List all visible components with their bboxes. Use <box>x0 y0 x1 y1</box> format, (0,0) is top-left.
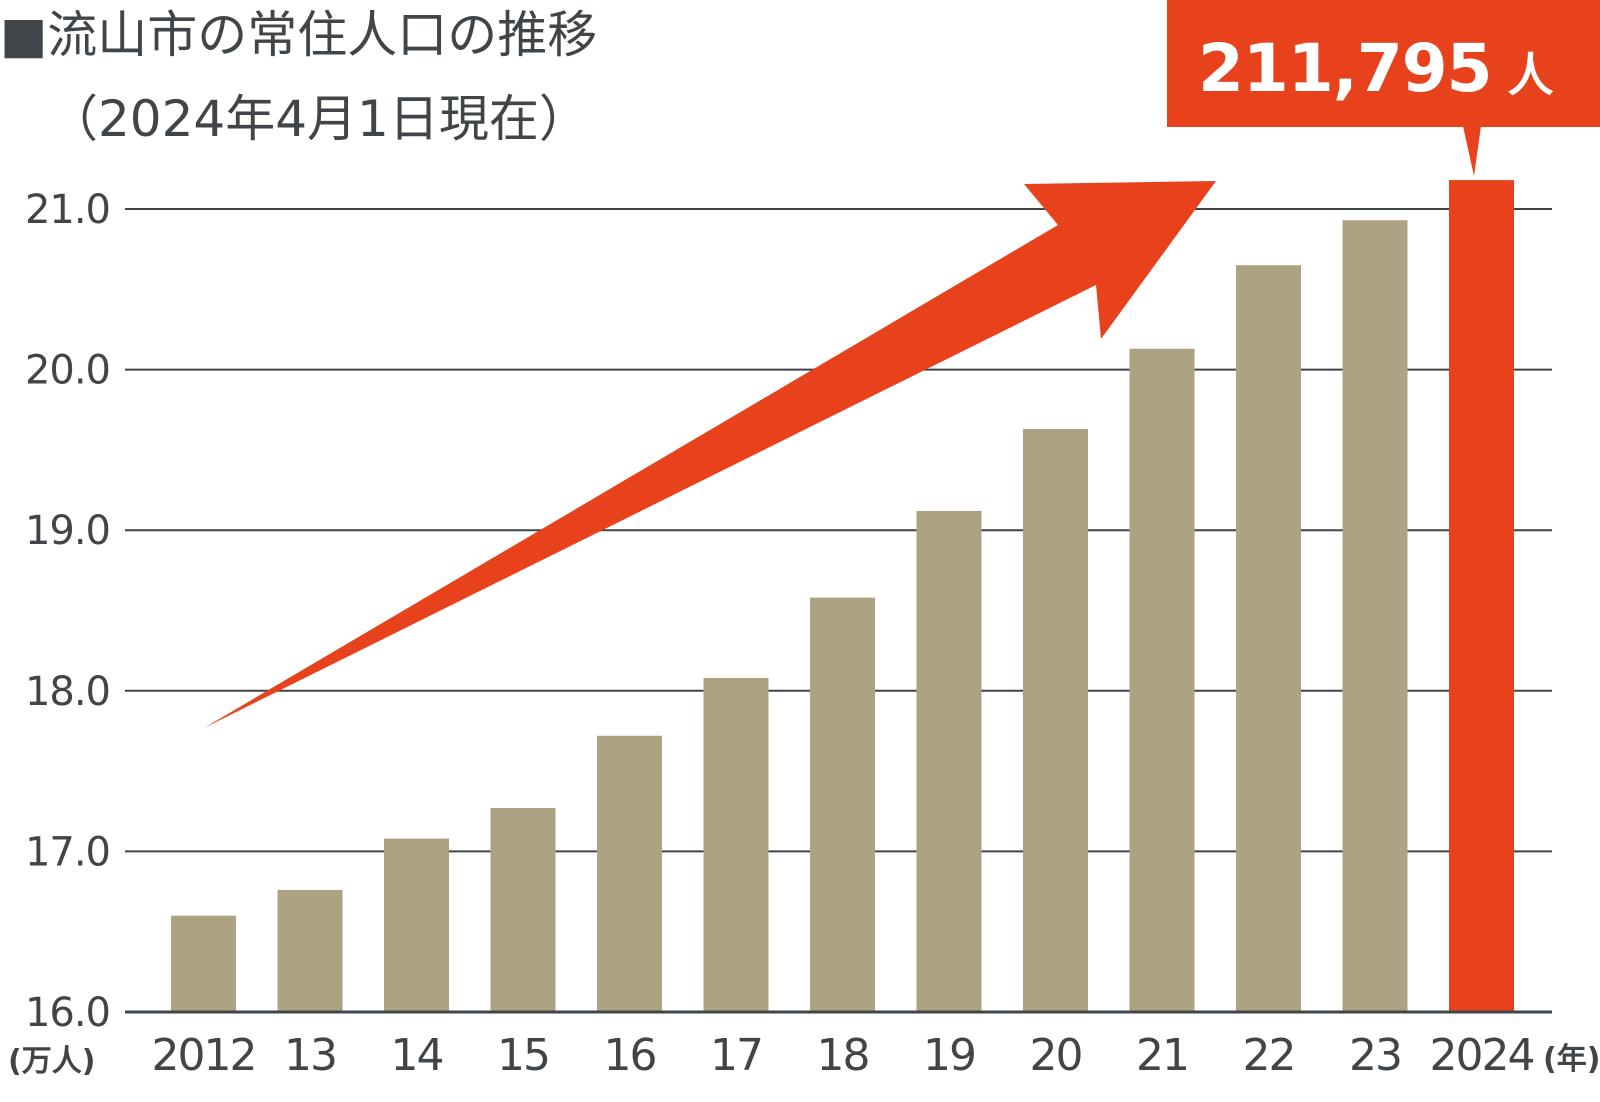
bar <box>1129 348 1195 1012</box>
bars <box>171 180 1514 1013</box>
bar <box>490 808 556 1012</box>
x-tick-label: 15 <box>497 1030 549 1081</box>
x-axis-ticks: 2012 13 14 15 16 17 18 19 20 21 22 23 2024 <box>152 1030 1536 1081</box>
x-tick-label: 2024 <box>1430 1030 1534 1081</box>
callout-value: 211,795 <box>1198 30 1492 107</box>
callout: 211,795 人 <box>1167 0 1600 176</box>
x-tick-label: 16 <box>604 1030 656 1081</box>
title-line1: 流山市の常住人口の推移 <box>47 6 597 64</box>
bar <box>1023 429 1088 1013</box>
bar <box>384 838 449 1012</box>
chart-title: ■流山市の常住人口の推移 （2024年4月1日現在） <box>0 6 597 148</box>
callout-pointer <box>1463 126 1481 176</box>
bar <box>703 677 769 1012</box>
y-axis-unit: (万人) <box>8 1044 95 1079</box>
x-tick-label: 22 <box>1243 1030 1295 1081</box>
y-tick-label: 20.0 <box>25 348 110 394</box>
x-tick-label: 14 <box>391 1030 443 1081</box>
bar <box>597 735 662 1012</box>
gridlines <box>125 208 1552 853</box>
bar <box>916 510 982 1012</box>
x-tick-label: 19 <box>923 1030 975 1081</box>
bar <box>810 597 875 1012</box>
x-axis-unit: (年) <box>1543 1042 1600 1077</box>
bar <box>1236 265 1301 1013</box>
y-axis-ticks: 16.0 17.0 18.0 19.0 20.0 21.0 <box>25 187 111 1036</box>
y-tick-label: 18.0 <box>25 669 110 715</box>
x-tick-label: 23 <box>1349 1030 1401 1081</box>
x-tick-label: 21 <box>1136 1030 1188 1081</box>
x-tick-label: 17 <box>710 1030 762 1081</box>
bar <box>171 915 236 1012</box>
x-tick-label: 20 <box>1030 1030 1082 1081</box>
y-tick-label: 19.0 <box>25 508 110 554</box>
trend-arrow <box>204 181 1216 728</box>
y-tick-label: 17.0 <box>25 829 110 875</box>
bar <box>1342 220 1408 1012</box>
svg-text:■流山市の常住人口の推移: ■流山市の常住人口の推移 <box>0 6 597 64</box>
title-line2: （2024年4月1日現在） <box>48 90 589 148</box>
x-tick-label: 2012 <box>152 1030 256 1081</box>
title-marker: ■ <box>0 6 47 64</box>
x-tick-label: 13 <box>284 1030 336 1081</box>
callout-unit: 人 <box>1508 48 1554 102</box>
bar <box>277 889 343 1012</box>
callout-box <box>1167 0 1600 127</box>
x-tick-label: 18 <box>817 1030 869 1081</box>
y-tick-label: 16.0 <box>25 990 110 1036</box>
bar-highlight <box>1449 180 1514 1013</box>
y-tick-label: 21.0 <box>25 187 110 233</box>
